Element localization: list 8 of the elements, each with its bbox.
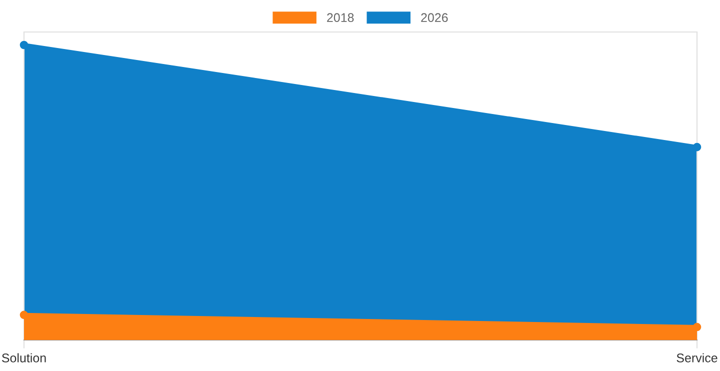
legend-label: 2018 [327,13,354,22]
point [20,310,28,320]
point [20,40,28,50]
x-tick-label: Service [676,353,718,362]
legend-label: 2026 [421,13,448,22]
point [692,322,702,332]
x-tick-label: Solution [2,353,46,362]
point [692,142,702,152]
